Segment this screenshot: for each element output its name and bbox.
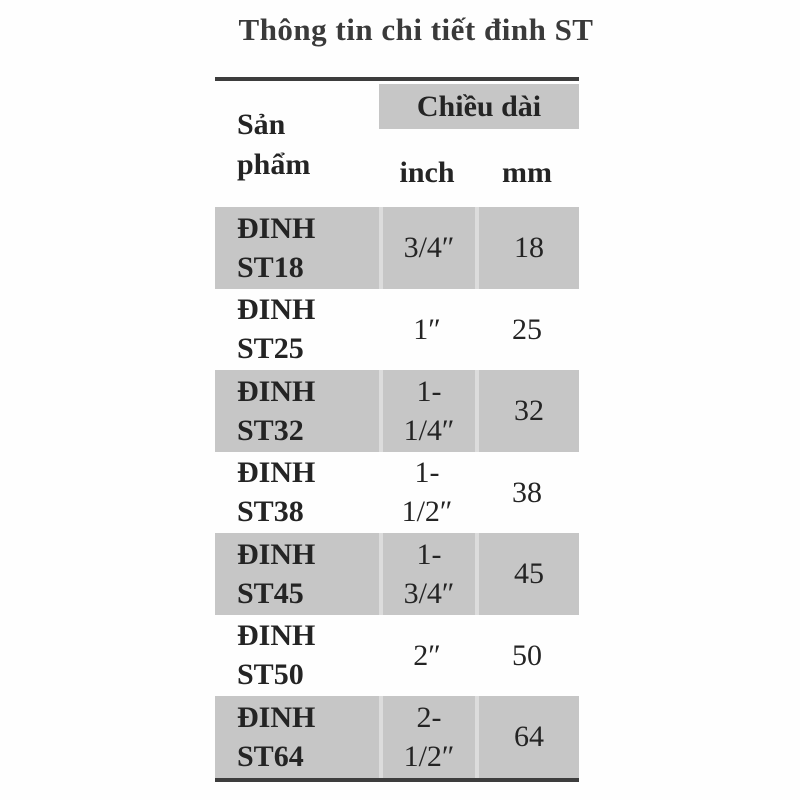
length-subheaders: inch mm xyxy=(379,153,579,193)
length-header-group-wrap: Chiều dài inch mm xyxy=(379,81,579,207)
col-header-inch: inch xyxy=(399,156,455,189)
inch-cell: 1- 3/4″ xyxy=(379,533,475,615)
table-row: ĐINH ST45 1- 3/4″ 45 xyxy=(215,533,579,615)
mm-cell: 18 xyxy=(475,207,579,289)
mm-cell: 32 xyxy=(475,370,579,452)
table-row: ĐINH ST25 1″ 25 xyxy=(215,289,579,371)
table-rows: ĐINH ST18 3/4″ 18 ĐINH ST25 1″ 25 ĐINH ST32 1- … xyxy=(215,207,579,778)
table-row: ĐINH ST64 2- 1/2″ 64 xyxy=(215,696,579,778)
table-row: ĐINH ST38 1- 1/2″ 38 xyxy=(215,452,579,534)
inch-cell: 1- 1/4″ xyxy=(379,370,475,452)
col-header-length-group: Chiều dài xyxy=(379,84,579,129)
product-cell: ĐINH ST45 xyxy=(215,533,379,615)
table-header: Sản phẩm Chiều dài inch mm xyxy=(215,81,579,207)
product-cell: ĐINH ST50 xyxy=(237,619,316,692)
mm-cell: 64 xyxy=(475,696,579,778)
mm-cell: 25 xyxy=(512,312,542,346)
table-row: ĐINH ST50 2″ 50 xyxy=(215,615,579,697)
table-row: ĐINH ST18 3/4″ 18 xyxy=(215,207,579,289)
inch-cell: 2″ xyxy=(413,638,441,672)
page-title: Thông tin chi tiết đinh ST xyxy=(238,12,594,47)
col-header-product: Sản phẩm xyxy=(237,108,311,181)
mm-cell: 38 xyxy=(512,475,542,509)
inch-cell: 2- 1/2″ xyxy=(379,696,475,778)
product-cell: ĐINH ST38 xyxy=(237,456,316,529)
product-cell: ĐINH ST32 xyxy=(215,370,379,452)
product-cell: ĐINH ST18 xyxy=(215,207,379,289)
mm-cell: 50 xyxy=(512,638,542,672)
product-cell: ĐINH ST25 xyxy=(237,293,316,366)
product-spec-table: Sản phẩm Chiều dài inch mm ĐINH ST18 3/4″… xyxy=(215,77,579,782)
product-cell: ĐINH ST64 xyxy=(215,696,379,778)
inch-cell: 1- 1/2″ xyxy=(401,456,453,529)
col-header-mm: mm xyxy=(502,156,552,189)
table-row: ĐINH ST32 1- 1/4″ 32 xyxy=(215,370,579,452)
mm-cell: 45 xyxy=(475,533,579,615)
inch-cell: 1″ xyxy=(413,312,441,346)
inch-cell: 3/4″ xyxy=(379,207,475,289)
